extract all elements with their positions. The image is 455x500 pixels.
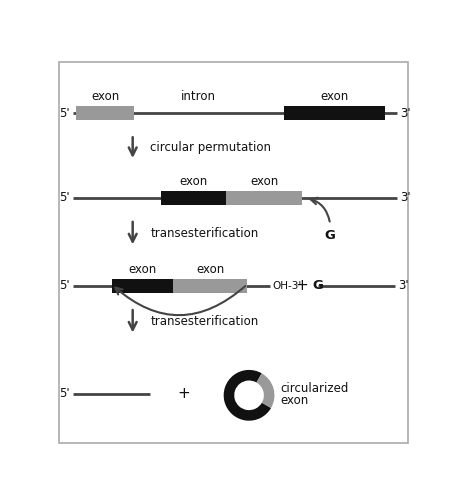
Bar — [111, 279, 173, 293]
Text: exon: exon — [91, 90, 120, 104]
Text: exon: exon — [320, 90, 349, 104]
Text: transesterification: transesterification — [150, 315, 258, 328]
Text: +: + — [177, 386, 190, 401]
Text: 3': 3' — [400, 192, 410, 204]
Bar — [173, 279, 248, 293]
Text: 3': 3' — [398, 280, 409, 292]
Text: 3': 3' — [400, 106, 410, 120]
Text: 5': 5' — [59, 192, 70, 204]
FancyBboxPatch shape — [59, 62, 408, 443]
Text: exon: exon — [281, 394, 309, 407]
Text: exon: exon — [179, 175, 207, 188]
Text: 5': 5' — [59, 106, 70, 120]
Text: exon: exon — [250, 175, 278, 188]
Text: circularized: circularized — [281, 382, 349, 395]
Text: exon: exon — [196, 263, 224, 276]
Text: OH-3': OH-3' — [272, 281, 301, 291]
Bar — [226, 191, 302, 205]
Text: 5': 5' — [59, 387, 70, 400]
Bar — [76, 106, 135, 120]
Text: intron: intron — [181, 90, 215, 104]
Bar — [284, 106, 385, 120]
Text: transesterification: transesterification — [150, 226, 258, 239]
Text: G: G — [313, 280, 323, 292]
Text: +: + — [296, 278, 308, 293]
Bar — [161, 191, 226, 205]
Wedge shape — [257, 374, 274, 408]
Text: exon: exon — [128, 263, 157, 276]
Text: G: G — [325, 228, 336, 241]
Text: 5': 5' — [59, 280, 70, 292]
Text: circular permutation: circular permutation — [150, 141, 271, 154]
Wedge shape — [224, 370, 271, 420]
